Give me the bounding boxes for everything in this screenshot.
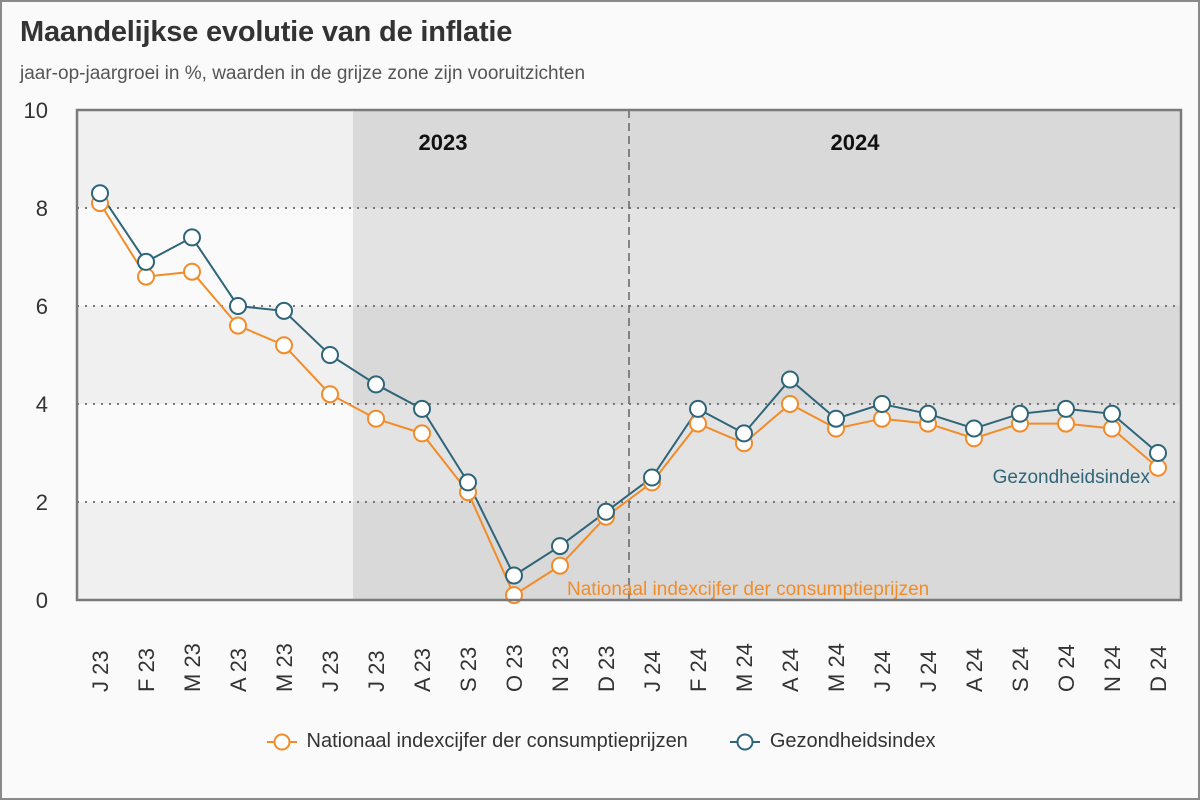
data-point-1 <box>137 252 155 271</box>
band-forecast <box>353 404 1181 502</box>
x-tick-label: O 23 <box>502 644 527 692</box>
data-point-1 <box>91 184 109 203</box>
legend-item-gezondheidsindex[interactable]: Gezondheidsindex <box>728 730 936 753</box>
legend-item-nicp[interactable]: Nationaal indexcijfer der consumptieprij… <box>265 730 688 753</box>
data-point-0 <box>689 414 707 433</box>
x-tick-label: N 24 <box>1100 646 1125 692</box>
series-inline-labels: Nationaal indexcijfer der consumptieprij… <box>567 467 1150 600</box>
inline-label-nicp: Nationaal indexcijfer der consumptieprij… <box>567 579 929 600</box>
y-axis-ticks: 0 2 4 6 8 10 <box>24 98 48 613</box>
x-tick-label: M 24 <box>732 643 757 692</box>
y-tick-label: 2 <box>36 490 48 515</box>
year-label-2023: 2023 <box>419 130 468 155</box>
y-tick-label: 0 <box>36 588 48 613</box>
data-point-1 <box>551 537 569 556</box>
x-tick-label: J 24 <box>916 650 941 692</box>
band-forecast <box>353 208 1181 306</box>
x-tick-label: F 23 <box>134 648 159 692</box>
background-bands <box>77 110 1181 600</box>
x-tick-label: D 23 <box>594 646 619 692</box>
x-tick-label: J 23 <box>364 650 389 692</box>
legend-label-gezondheidsindex: Gezondheidsindex <box>769 730 936 752</box>
data-point-0 <box>321 385 339 404</box>
data-point-0 <box>1149 458 1167 477</box>
inline-label-gezondheidsindex: Gezondheidsindex <box>993 467 1151 488</box>
data-point-1 <box>275 301 293 320</box>
x-tick-label: A 24 <box>962 648 987 692</box>
data-point-1 <box>183 228 201 247</box>
x-tick-label: A 24 <box>778 648 803 692</box>
legend-marker-nicp-icon <box>266 733 297 750</box>
data-point-1 <box>873 395 891 413</box>
data-point-0 <box>137 267 155 286</box>
data-point-1 <box>643 468 661 487</box>
data-point-1 <box>505 566 523 585</box>
x-tick-label: A 23 <box>226 648 251 692</box>
x-tick-label: F 24 <box>686 648 711 692</box>
data-point-1 <box>1149 444 1167 462</box>
series-points <box>91 184 1167 605</box>
legend-label-nicp: Nationaal indexcijfer der consumptieprij… <box>306 730 688 752</box>
data-point-1 <box>1057 399 1075 418</box>
data-point-0 <box>781 395 799 413</box>
data-point-0 <box>275 336 293 355</box>
data-point-0 <box>551 556 569 575</box>
data-point-1 <box>459 473 477 492</box>
data-point-0 <box>183 262 201 281</box>
y-tick-label: 8 <box>36 196 48 221</box>
x-tick-label: J 23 <box>88 650 113 692</box>
data-point-1 <box>367 375 385 394</box>
band-forecast <box>353 306 1181 404</box>
band-forecast <box>353 110 1181 208</box>
data-point-1 <box>413 399 431 418</box>
chart-subtitle: jaar-op-jaargroei in %, waarden in de gr… <box>20 63 586 84</box>
data-point-1 <box>321 346 339 364</box>
year-label-2024: 2024 <box>831 130 881 155</box>
data-point-1 <box>919 404 937 423</box>
band-actual <box>77 208 353 306</box>
band-actual <box>77 502 353 600</box>
data-point-0 <box>1057 414 1075 433</box>
y-tick-label: 4 <box>36 392 48 417</box>
x-tick-label: S 23 <box>456 647 481 692</box>
band-actual <box>77 306 353 404</box>
data-point-0 <box>413 424 431 443</box>
data-point-0 <box>229 316 247 335</box>
chart-title: Maandelijkse evolutie van de inflatie <box>20 16 513 48</box>
data-point-1 <box>1103 404 1121 423</box>
year-labels: 2023 2024 <box>419 130 881 155</box>
data-point-1 <box>1011 404 1029 423</box>
legend-marker-gezondheidsindex-icon <box>729 733 760 750</box>
x-tick-label: M 23 <box>180 643 205 692</box>
x-tick-label: M 24 <box>824 643 849 692</box>
x-axis-ticks: J 23 F 23 M 23 A 23 M 23 J 23 J 23 A 23 S 23 O 23… <box>88 643 1171 692</box>
y-tick-label: 10 <box>24 98 48 123</box>
data-point-1 <box>735 424 753 443</box>
data-point-0 <box>367 409 385 428</box>
legend: Nationaal indexcijfer der consumptieprij… <box>0 730 1200 753</box>
data-point-1 <box>229 297 247 315</box>
data-point-1 <box>781 370 799 389</box>
x-tick-label: S 24 <box>1008 647 1033 692</box>
x-tick-label: O 24 <box>1054 644 1079 692</box>
x-tick-label: N 23 <box>548 646 573 692</box>
x-tick-label: J 24 <box>640 650 665 692</box>
data-point-1 <box>827 409 845 428</box>
x-tick-label: A 23 <box>410 648 435 692</box>
x-tick-label: D 24 <box>1146 646 1171 692</box>
data-point-1 <box>689 399 707 418</box>
data-point-0 <box>1103 419 1121 438</box>
band-forecast <box>353 502 1181 600</box>
y-tick-label: 6 <box>36 294 48 319</box>
plot-border <box>75 108 1183 602</box>
data-point-0 <box>873 409 891 428</box>
band-actual <box>77 404 353 502</box>
x-tick-label: J 24 <box>870 650 895 692</box>
data-point-1 <box>965 419 983 438</box>
band-actual <box>77 110 353 208</box>
data-point-1 <box>597 502 615 521</box>
x-tick-label: M 23 <box>272 643 297 692</box>
x-tick-label: J 23 <box>318 650 343 692</box>
